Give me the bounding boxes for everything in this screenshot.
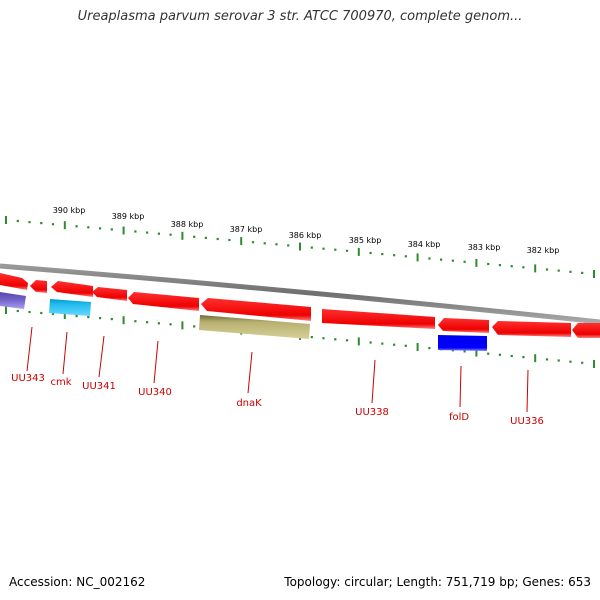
gene-label-uu341[interactable]: UU341	[82, 381, 116, 392]
scale-label-385: 385 kbp	[349, 236, 382, 245]
scale-label-389: 389 kbp	[112, 212, 145, 221]
gene-feature-cmk-arrow[interactable]	[51, 281, 93, 297]
gene-label-lines	[26, 326, 529, 413]
scale-labels: 390 kbp 389 kbp 388 kbp 387 kbp 386 kbp …	[53, 206, 560, 255]
gene-label-cmk[interactable]: cmk	[50, 377, 71, 388]
gene-feature-fold-arrow[interactable]	[438, 318, 489, 333]
gene-label-uu336[interactable]: UU336	[510, 416, 544, 427]
scale-label-387: 387 kbp	[230, 225, 263, 234]
gene-feature-uu336-arrow[interactable]	[492, 321, 571, 337]
page-title: Ureaplasma parvum serovar 3 str. ATCC 70…	[77, 9, 523, 24]
scale-label-390: 390 kbp	[53, 206, 86, 215]
gene-feature-dnak-arrow[interactable]	[201, 298, 311, 321]
accession-text: Accession: NC_002162	[9, 575, 146, 589]
gene-feature-uu341-arrow[interactable]	[92, 287, 127, 301]
gene-label-uu343[interactable]: UU343	[11, 373, 45, 384]
genome-summary-text: Topology: circular; Length: 751,719 bp; …	[284, 575, 591, 589]
scale-label-383: 383 kbp	[468, 243, 501, 252]
gene-feature-uu343-arrow[interactable]	[30, 280, 47, 293]
scale-label-388: 388 kbp	[171, 220, 204, 229]
scale-label-382: 382 kbp	[527, 246, 560, 255]
genome-backbone	[0, 263, 600, 325]
gene-feature-dnak-khaki[interactable]	[199, 315, 310, 339]
gene-feature-uu344[interactable]	[0, 273, 28, 290]
gene-features	[0, 273, 600, 351]
gene-labels: UU343 cmk UU341 UU340 dnaK UU338 folD UU…	[11, 373, 544, 427]
gene-feature-uu338-arrow[interactable]	[322, 309, 435, 329]
scale-label-386: 386 kbp	[289, 231, 322, 240]
gene-feature-purple[interactable]	[0, 292, 26, 309]
scale-ticks-top	[5, 216, 595, 278]
gene-feature-fold-blue[interactable]	[438, 335, 487, 351]
gene-feature-cmk-cyan[interactable]	[49, 299, 91, 316]
gene-label-dnak[interactable]: dnaK	[236, 398, 262, 409]
gene-feature-uu340-arrow[interactable]	[128, 292, 199, 311]
gene-feature-uu335-arrow[interactable]	[572, 323, 600, 338]
gene-label-uu340[interactable]: UU340	[138, 387, 172, 398]
gene-label-uu338[interactable]: UU338	[355, 407, 389, 418]
scale-label-384: 384 kbp	[408, 240, 441, 249]
gene-label-fold[interactable]: folD	[449, 412, 469, 423]
